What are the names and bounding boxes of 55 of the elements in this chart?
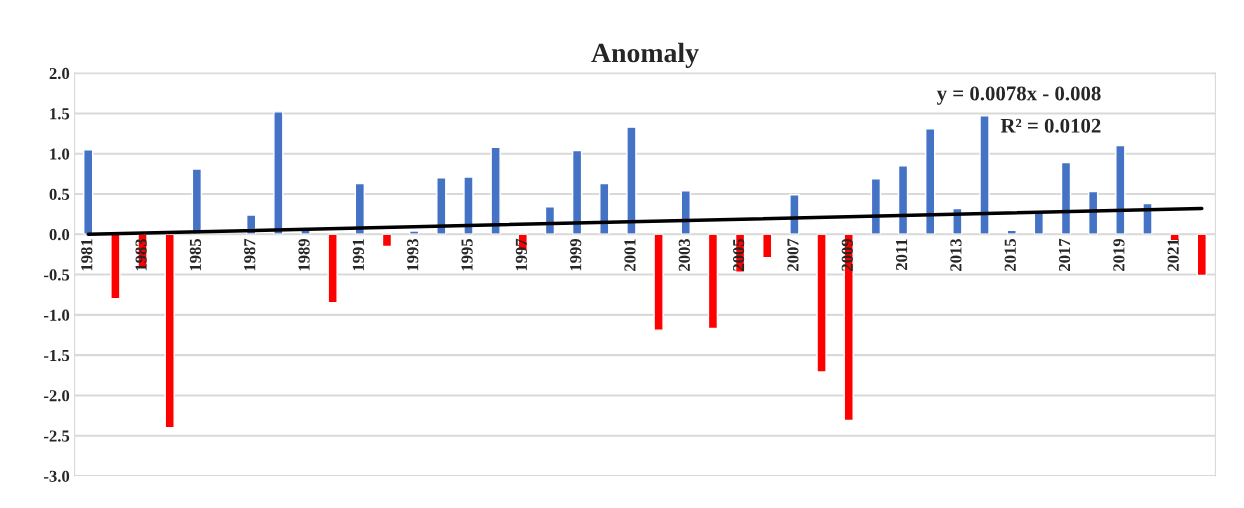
bar: [191, 168, 203, 235]
x-tick-label: 1997: [515, 238, 527, 271]
y-tick-label: -1.5: [44, 349, 70, 362]
bar: [979, 115, 990, 235]
x-tick-label: 1991: [352, 239, 364, 271]
bar: [1060, 161, 1072, 235]
x-tick-label: 1995: [461, 238, 473, 271]
bar: [463, 176, 474, 235]
y-tick-label: -2.5: [44, 430, 70, 442]
x-tick-label: 1985: [189, 238, 202, 271]
x-tick-label: 1993: [407, 238, 419, 271]
bar: [707, 233, 719, 330]
x-tick-label: 1999: [570, 238, 582, 271]
y-tick-label: 2.0: [49, 67, 70, 80]
bar: [897, 165, 909, 235]
x-tick-label: 2021: [1167, 239, 1179, 271]
x-tick-label: 2009: [841, 238, 853, 271]
x-tick-label: 1983: [135, 238, 147, 271]
x-tick-label: 1981: [81, 239, 93, 271]
x-tick-label: 2011: [895, 239, 908, 271]
bar: [816, 233, 827, 373]
y-tick-label: -1.0: [44, 309, 70, 321]
bar: [83, 148, 94, 235]
y-tick-label: 0.0: [49, 228, 70, 241]
bar: [490, 146, 501, 235]
bar: [273, 111, 284, 235]
x-tick-label: 1989: [298, 238, 310, 271]
annotation: y = 0.0078x - 0.008: [936, 86, 1101, 105]
x-tick-label: 2015: [1004, 238, 1016, 271]
y-tick-label: -0.5: [44, 269, 70, 281]
bar: [1115, 144, 1126, 235]
bar: [571, 149, 583, 235]
y-tick-label: 1.0: [50, 148, 70, 160]
bar: [653, 233, 664, 331]
x-tick-label: 2005: [733, 238, 745, 271]
bar: [925, 128, 936, 235]
x-tick-label: 2003: [678, 238, 690, 271]
y-tick-label: 0.5: [49, 188, 70, 201]
x-tick-label: 2007: [787, 238, 799, 271]
y-tick-label: -2.0: [44, 390, 70, 402]
x-tick-label: 2013: [950, 238, 962, 271]
bar: [762, 233, 773, 259]
x-tick-label: 2001: [624, 239, 636, 271]
chart-title: Anomaly: [591, 42, 699, 69]
bar: [1196, 233, 1207, 277]
annotation: R² = 0.0102: [1000, 118, 1101, 133]
y-tick-label: 1.5: [50, 108, 70, 120]
bar: [327, 233, 338, 304]
bar: [110, 233, 121, 300]
bar: [164, 233, 175, 429]
bar: [626, 126, 637, 235]
x-tick-label: 2017: [1058, 238, 1071, 271]
x-tick-label: 1987: [244, 238, 256, 271]
y-tick-label: -3.0: [44, 470, 70, 483]
x-tick-label: 2019: [1113, 238, 1125, 271]
